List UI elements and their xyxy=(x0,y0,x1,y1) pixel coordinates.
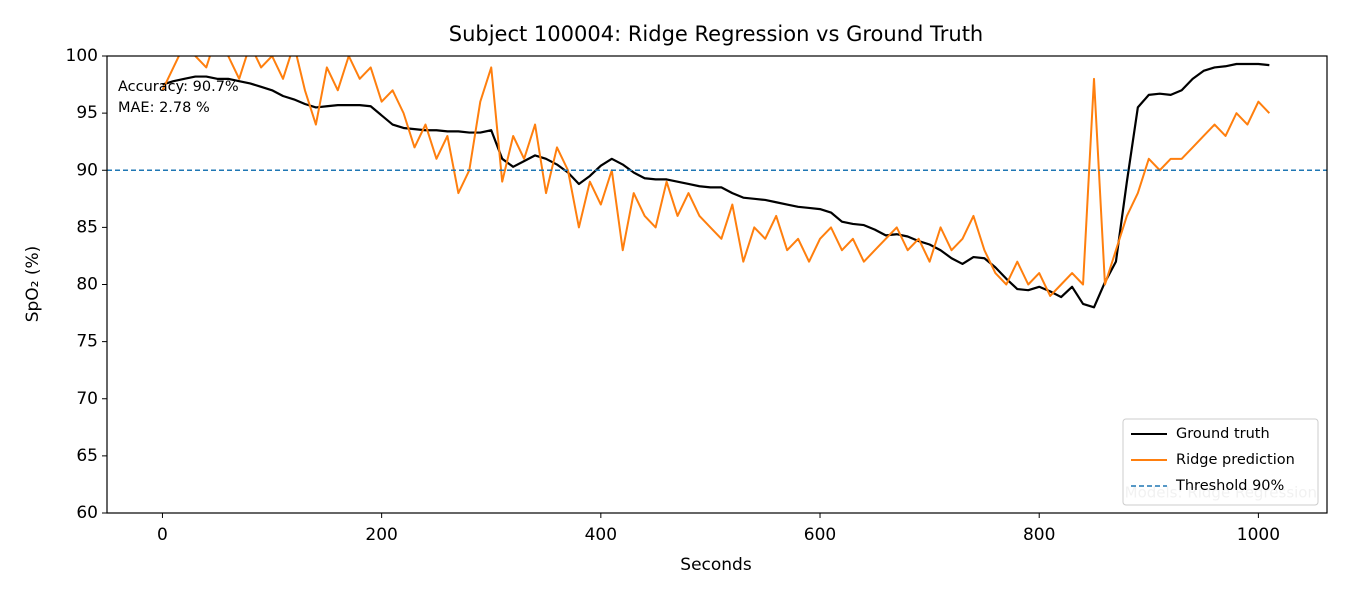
x-tick-label: 200 xyxy=(365,525,397,545)
annotation: Accuracy: 90.7% xyxy=(118,79,239,95)
plot-lines xyxy=(107,56,1327,309)
plot-frame xyxy=(106,55,1328,514)
y-tick-label: 75 xyxy=(76,332,98,352)
x-tick-label: 600 xyxy=(804,525,836,545)
x-tick-label: 1000 xyxy=(1237,525,1280,545)
series-line xyxy=(161,56,1271,297)
chart-title: Subject 100004: Ridge Regression vs Grou… xyxy=(449,22,984,46)
annotation: MAE: 2.78 % xyxy=(118,100,210,116)
y-tick-label: 80 xyxy=(76,275,98,295)
y-tick-label: 85 xyxy=(76,217,98,237)
x-tick-label: 400 xyxy=(585,525,617,545)
y-axis-label: SpO₂ (%) xyxy=(23,246,43,323)
y-tick-label: 95 xyxy=(76,103,98,123)
legend-box xyxy=(1122,418,1319,506)
y-tick-label: 70 xyxy=(76,389,98,409)
legend-label: Threshold 90% xyxy=(1175,478,1284,494)
y-tick-label: 60 xyxy=(76,503,98,523)
legend-label: Ground truth xyxy=(1176,426,1270,442)
series-line xyxy=(162,62,1270,309)
legend-label: Ridge prediction xyxy=(1176,452,1295,468)
y-tick-label: 90 xyxy=(76,160,98,180)
y-tick-label: 100 xyxy=(66,46,98,66)
x-tick-label: 0 xyxy=(157,525,168,545)
y-tick-label: 65 xyxy=(76,446,98,466)
x-axis-label: Seconds xyxy=(680,555,752,575)
x-tick-label: 800 xyxy=(1023,525,1055,545)
